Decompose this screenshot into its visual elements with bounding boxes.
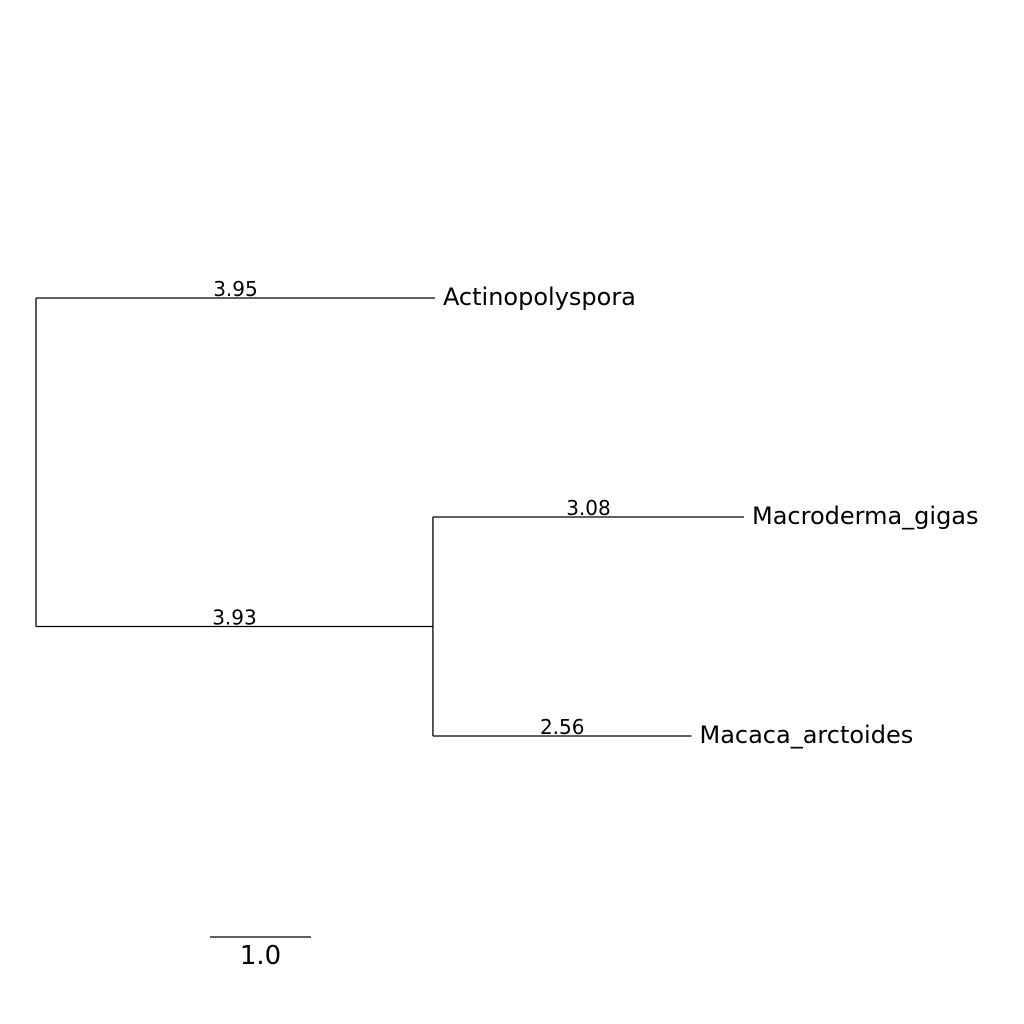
branch-length-macroderma-gigas: 3.08 — [566, 496, 611, 520]
scale-bar-label: 1.0 — [240, 941, 281, 971]
leaf-label-macaca-arctoides: Macaca_arctoides — [699, 721, 913, 749]
leaf-label-actinopolyspora: Actinopolyspora — [443, 283, 636, 311]
branch-length-actinopolyspora: 3.95 — [213, 277, 258, 301]
branch-length-internal-clade: 3.93 — [212, 606, 257, 630]
leaf-label-macroderma-gigas: Macroderma_gigas — [752, 502, 979, 530]
branch-length-macaca-arctoides: 2.56 — [540, 715, 585, 739]
